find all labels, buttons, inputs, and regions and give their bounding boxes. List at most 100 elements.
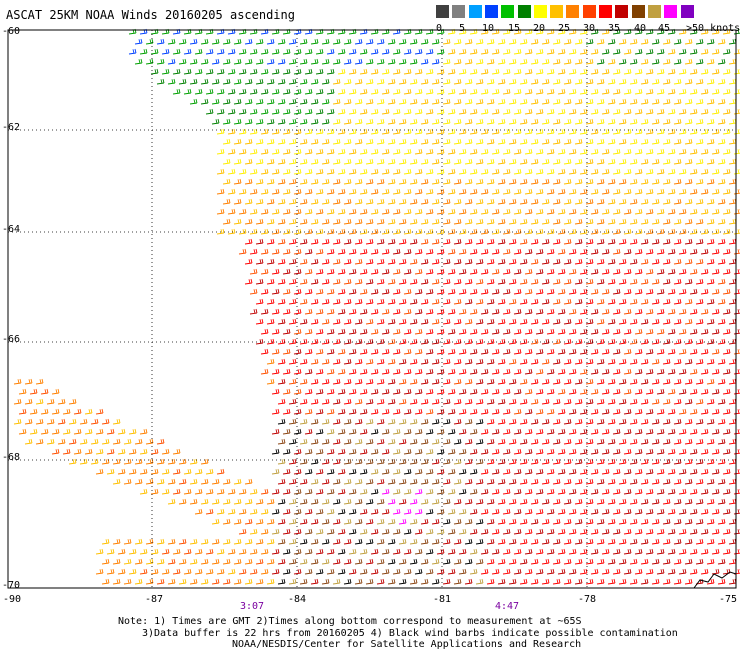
wind-barb — [689, 488, 698, 495]
wind-barb — [227, 548, 236, 555]
wind-barb — [420, 258, 429, 265]
wind-barb — [590, 88, 599, 95]
wind-barb — [618, 438, 627, 445]
wind-barb — [667, 548, 676, 555]
wind-barb — [585, 578, 594, 585]
wind-barb — [717, 498, 726, 505]
wind-barb — [156, 558, 165, 565]
wind-barb — [442, 498, 451, 505]
wind-barb — [607, 58, 616, 65]
wind-barb — [365, 578, 374, 585]
wind-barb — [24, 418, 33, 425]
wind-barb — [216, 468, 225, 475]
wind-barb — [315, 128, 324, 135]
wind-barb — [475, 398, 484, 405]
wind-barb — [480, 48, 489, 55]
wind-barb — [667, 268, 676, 275]
wind-barb — [222, 158, 231, 165]
wind-barb — [469, 168, 478, 175]
wind-barb — [678, 248, 687, 255]
wind-barb — [717, 418, 726, 425]
wind-barb — [227, 148, 236, 155]
wind-barb — [486, 198, 495, 205]
wind-barb — [337, 508, 346, 515]
wind-barb — [293, 448, 302, 455]
wind-barb — [568, 388, 577, 395]
wind-barb — [684, 58, 693, 65]
wind-barb — [266, 578, 275, 585]
wind-barb — [420, 78, 429, 85]
wind-barb — [398, 158, 407, 165]
wind-barb — [106, 448, 115, 455]
wind-barb — [376, 158, 385, 165]
wind-barb — [288, 78, 297, 85]
wind-barb — [541, 118, 550, 125]
wind-barb — [447, 528, 456, 535]
wind-barb — [310, 278, 319, 285]
wind-barb — [233, 178, 242, 185]
wind-barb — [480, 528, 489, 535]
wind-barb — [238, 148, 247, 155]
wind-barb — [458, 108, 467, 115]
wind-barb — [458, 388, 467, 395]
wind-barb — [458, 508, 467, 515]
wind-barb — [634, 128, 643, 135]
wind-barb — [601, 88, 610, 95]
wind-barb — [579, 408, 588, 415]
wind-barb — [469, 408, 478, 415]
wind-barb — [442, 218, 451, 225]
wind-barb — [425, 488, 434, 495]
wind-barb — [299, 98, 308, 105]
wind-barb — [337, 368, 346, 375]
wind-barb — [486, 578, 495, 585]
wind-barb — [343, 318, 352, 325]
wind-barb — [299, 358, 308, 365]
wind-barb — [535, 548, 544, 555]
wind-barb — [453, 458, 462, 465]
wind-barb — [480, 188, 489, 195]
wind-barb — [139, 488, 148, 495]
wind-barb — [678, 68, 687, 75]
wind-barb — [645, 508, 654, 515]
wind-barb — [475, 298, 484, 305]
wind-barb — [343, 378, 352, 385]
wind-barb — [640, 518, 649, 525]
wind-barb — [431, 538, 440, 545]
wind-barb — [662, 118, 671, 125]
wind-barb — [502, 68, 511, 75]
wind-barb — [244, 178, 253, 185]
wind-barb — [579, 528, 588, 535]
wind-barb — [519, 338, 528, 345]
wind-barb — [508, 418, 517, 425]
wind-barb — [354, 478, 363, 485]
wind-barb — [579, 288, 588, 295]
lat-label-62: -62 — [2, 122, 21, 133]
wind-barb — [711, 228, 720, 235]
wind-barb — [299, 158, 308, 165]
wind-barb — [304, 448, 313, 455]
wind-barb — [541, 378, 550, 385]
wind-barb — [271, 388, 280, 395]
wind-barb — [315, 68, 324, 75]
wind-barb — [519, 478, 528, 485]
wind-barb — [519, 58, 528, 65]
legend-swatch — [664, 5, 678, 18]
wind-barb — [607, 418, 616, 425]
wind-barb — [233, 58, 242, 65]
wind-barb — [552, 278, 561, 285]
wind-barb — [733, 289, 740, 295]
wind-barb — [464, 178, 473, 185]
wind-barb — [420, 38, 429, 45]
wind-barb — [354, 398, 363, 405]
wind-barb — [722, 348, 731, 355]
wind-barb — [497, 318, 506, 325]
wind-barb — [304, 108, 313, 115]
wind-barb — [590, 348, 599, 355]
wind-barb — [596, 298, 605, 305]
wind-barb — [475, 258, 484, 265]
wind-barb — [343, 518, 352, 525]
wind-barb — [46, 418, 55, 425]
wind-barb — [497, 238, 506, 245]
wind-barb — [293, 48, 302, 55]
wind-barb — [579, 468, 588, 475]
